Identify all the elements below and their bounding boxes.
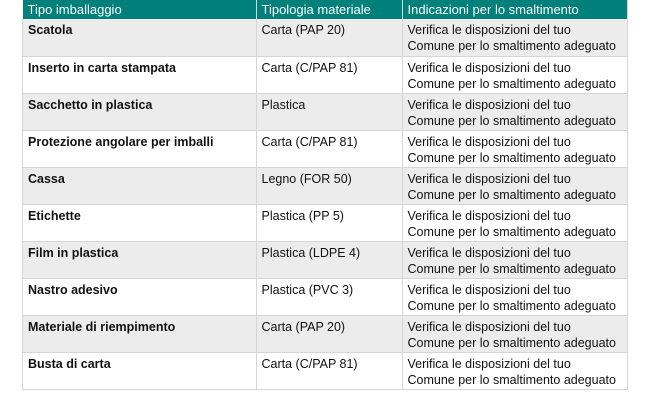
cell-materiale: Carta (C/PAP 81) <box>256 130 403 168</box>
table-row: Nastro adesivo Plastica (PVC 3) Verifica l… <box>22 278 628 316</box>
cell-materiale: Carta (PAP 20) <box>256 315 403 353</box>
cell-smaltimento: Verifica le disposizioni del tuo Comune p… <box>402 93 628 131</box>
cell-materiale: Plastica <box>256 93 403 131</box>
smaltimento-line-1: Verifica le disposizioni del tuo <box>407 171 571 186</box>
cell-smaltimento: Verifica le disposizioni del tuo Comune p… <box>402 241 628 279</box>
cell-tipo: Cassa <box>22 167 257 205</box>
cell-tipo: Film in plastica <box>22 241 257 279</box>
smaltimento-line-1: Verifica le disposizioni del tuo <box>407 356 571 371</box>
cell-tipo: Inserto in carta stampata <box>22 56 257 94</box>
cell-tipo: Etichette <box>22 204 257 242</box>
smaltimento-line-1: Verifica le disposizioni del tuo <box>407 60 571 75</box>
table-row: Cassa Legno (FOR 50) Verifica le disposizi… <box>22 167 628 205</box>
smaltimento-line-2: Comune per lo smaltimento adeguato <box>407 39 616 53</box>
cell-materiale: Plastica (PVC 3) <box>256 278 403 316</box>
cell-tipo: Protezione angolare per imballi <box>22 130 257 168</box>
cell-tipo: Nastro adesivo <box>22 278 257 316</box>
smaltimento-line-1: Verifica le disposizioni del tuo <box>407 319 571 334</box>
smaltimento-line-2: Comune per lo smaltimento adeguato <box>407 150 616 165</box>
cell-smaltimento: Verifica le disposizioni del tuo Comune p… <box>402 204 628 242</box>
smaltimento-line-2: Comune per lo smaltimento adeguato <box>407 187 616 202</box>
cell-smaltimento: Verifica le disposizioni del tuo Comune p… <box>402 19 628 57</box>
cell-smaltimento: Verifica le disposizioni del tuo Comune p… <box>402 352 628 390</box>
header-smaltimento: Indicazioni per lo smaltimento <box>402 0 628 19</box>
smaltimento-line-2: Comune per lo smaltimento adeguato <box>407 76 616 91</box>
table-row: Etichette Plastica (PP 5) Verifica le disp… <box>22 204 628 242</box>
cell-tipo: Busta di carta <box>22 352 257 390</box>
cell-tipo: Sacchetto in plastica <box>22 93 257 131</box>
smaltimento-line-2: Comune per lo smaltimento adeguato <box>407 113 616 128</box>
table-row: Scatola Carta (PAP 20) Verifica le disposi… <box>22 19 628 57</box>
smaltimento-line-1: Verifica le disposizioni del tuo <box>407 208 571 223</box>
smaltimento-line-2: Comune per lo smaltimento adeguato <box>407 372 616 387</box>
cell-tipo: Materiale di riempimento <box>22 315 257 353</box>
table-body: Scatola Carta (PAP 20) Verifica le disposi… <box>22 19 628 390</box>
smaltimento-line-1: Verifica le disposizioni del tuo <box>407 245 571 260</box>
cell-smaltimento: Verifica le disposizioni del tuo Comune p… <box>402 56 628 94</box>
header-materiale: Tipologia materiale <box>256 0 403 19</box>
smaltimento-line-2: Comune per lo smaltimento adeguato <box>407 335 616 350</box>
header-tipo: Tipo imballaggio <box>22 0 257 19</box>
smaltimento-line-1: Verifica le disposizioni del tuo <box>407 134 571 149</box>
cell-materiale: Legno (FOR 50) <box>256 167 403 205</box>
packaging-table: Tipo imballaggio Tipologia materiale Ind… <box>22 0 628 390</box>
table-row: Protezione angolare per imballi Carta (C/… <box>22 130 628 168</box>
header-row: Tipo imballaggio Tipologia materiale Ind… <box>22 0 628 19</box>
cell-smaltimento: Verifica le disposizioni del tuo Comune p… <box>402 167 628 205</box>
cell-smaltimento: Verifica le disposizioni del tuo Comune p… <box>402 278 628 316</box>
smaltimento-line-2: Comune per lo smaltimento adeguato <box>407 261 616 276</box>
table-row: Film in plastica Plastica (LDPE 4) Verific… <box>22 241 628 279</box>
cell-materiale: Carta (C/PAP 81) <box>256 352 403 390</box>
table-row: Sacchetto in plastica Plastica Verifica le… <box>22 93 628 131</box>
table-row: Busta di carta Carta (C/PAP 81) Verifica l… <box>22 352 628 390</box>
cell-materiale: Plastica (PP 5) <box>256 204 403 242</box>
smaltimento-line-1: Verifica le disposizioni del tuo <box>407 23 571 37</box>
smaltimento-line-1: Verifica le disposizioni del tuo <box>407 282 571 297</box>
table-row: Materiale di riempimento Carta (PAP 20) Ve… <box>22 315 628 353</box>
smaltimento-line-2: Comune per lo smaltimento adeguato <box>407 224 616 239</box>
smaltimento-line-1: Verifica le disposizioni del tuo <box>407 97 571 112</box>
cell-smaltimento: Verifica le disposizioni del tuo Comune p… <box>402 315 628 353</box>
cell-tipo: Scatola <box>22 19 257 57</box>
smaltimento-line-2: Comune per lo smaltimento adeguato <box>407 298 616 313</box>
cell-smaltimento: Verifica le disposizioni del tuo Comune p… <box>402 130 628 168</box>
table-row: Inserto in carta stampata Carta (C/PAP 81… <box>22 56 628 94</box>
cell-materiale: Carta (C/PAP 81) <box>256 56 403 94</box>
cell-materiale: Carta (PAP 20) <box>256 19 403 57</box>
cell-materiale: Plastica (LDPE 4) <box>256 241 403 279</box>
